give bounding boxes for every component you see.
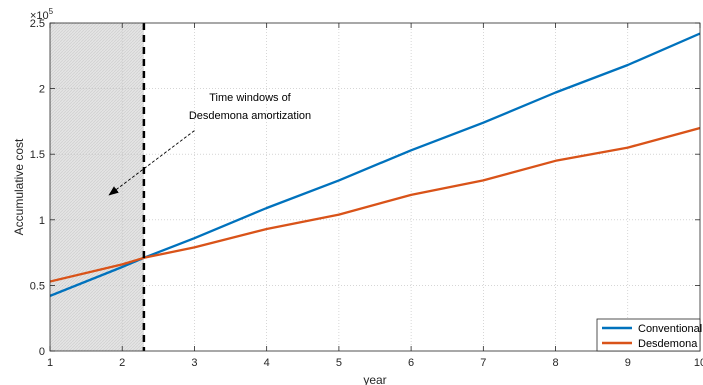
- grid-lines: [50, 23, 700, 351]
- legend-label-conventional: Conventional: [638, 323, 702, 335]
- annotation-line-1: Time windows of: [209, 92, 291, 104]
- y-tick-label: 2: [39, 84, 45, 96]
- y-exponent-label: ×105: [30, 7, 54, 22]
- amortization-window-shade: [50, 23, 144, 351]
- series-lines: [50, 32, 700, 297]
- x-tick-label: 4: [264, 357, 270, 369]
- y-tick-label: 1: [39, 215, 45, 227]
- x-axis-label: year: [363, 373, 386, 385]
- y-axis-label: Accumulative cost: [12, 138, 26, 235]
- legend-label-desdemona: Desdemona: [638, 338, 698, 350]
- x-tick-label: 2: [119, 357, 125, 369]
- y-tick-label: 1.5: [30, 149, 45, 161]
- x-tick-label: 1: [47, 357, 53, 369]
- y-tick-label: 0: [39, 346, 45, 358]
- x-tick-label: 3: [191, 357, 197, 369]
- annotation-line-2: Desdemona amortization: [189, 110, 311, 122]
- series-line-desdemona: [50, 126, 700, 283]
- legend-box: [596, 318, 701, 352]
- x-tick-label: 5: [336, 357, 342, 369]
- y-tick-label: 0.5: [30, 280, 45, 292]
- y-tick-label: 2.5: [30, 18, 45, 30]
- x-tick-label: 6: [408, 357, 414, 369]
- axes-box: [49, 22, 701, 352]
- axis-ticks: 1 2 3 4 5 6 7 8 9 10 0 0.5 1 1.5 2 2.5: [30, 18, 703, 369]
- x-tick-label: 9: [625, 357, 631, 369]
- x-tick-label: 8: [552, 357, 558, 369]
- annotation: Time windows of Desdemona amortization: [108, 92, 311, 196]
- legend: Conventional Desdemona: [596, 318, 702, 352]
- annotation-arrow: [108, 130, 195, 196]
- x-tick-label: 10: [694, 357, 703, 369]
- x-tick-label: 7: [480, 357, 486, 369]
